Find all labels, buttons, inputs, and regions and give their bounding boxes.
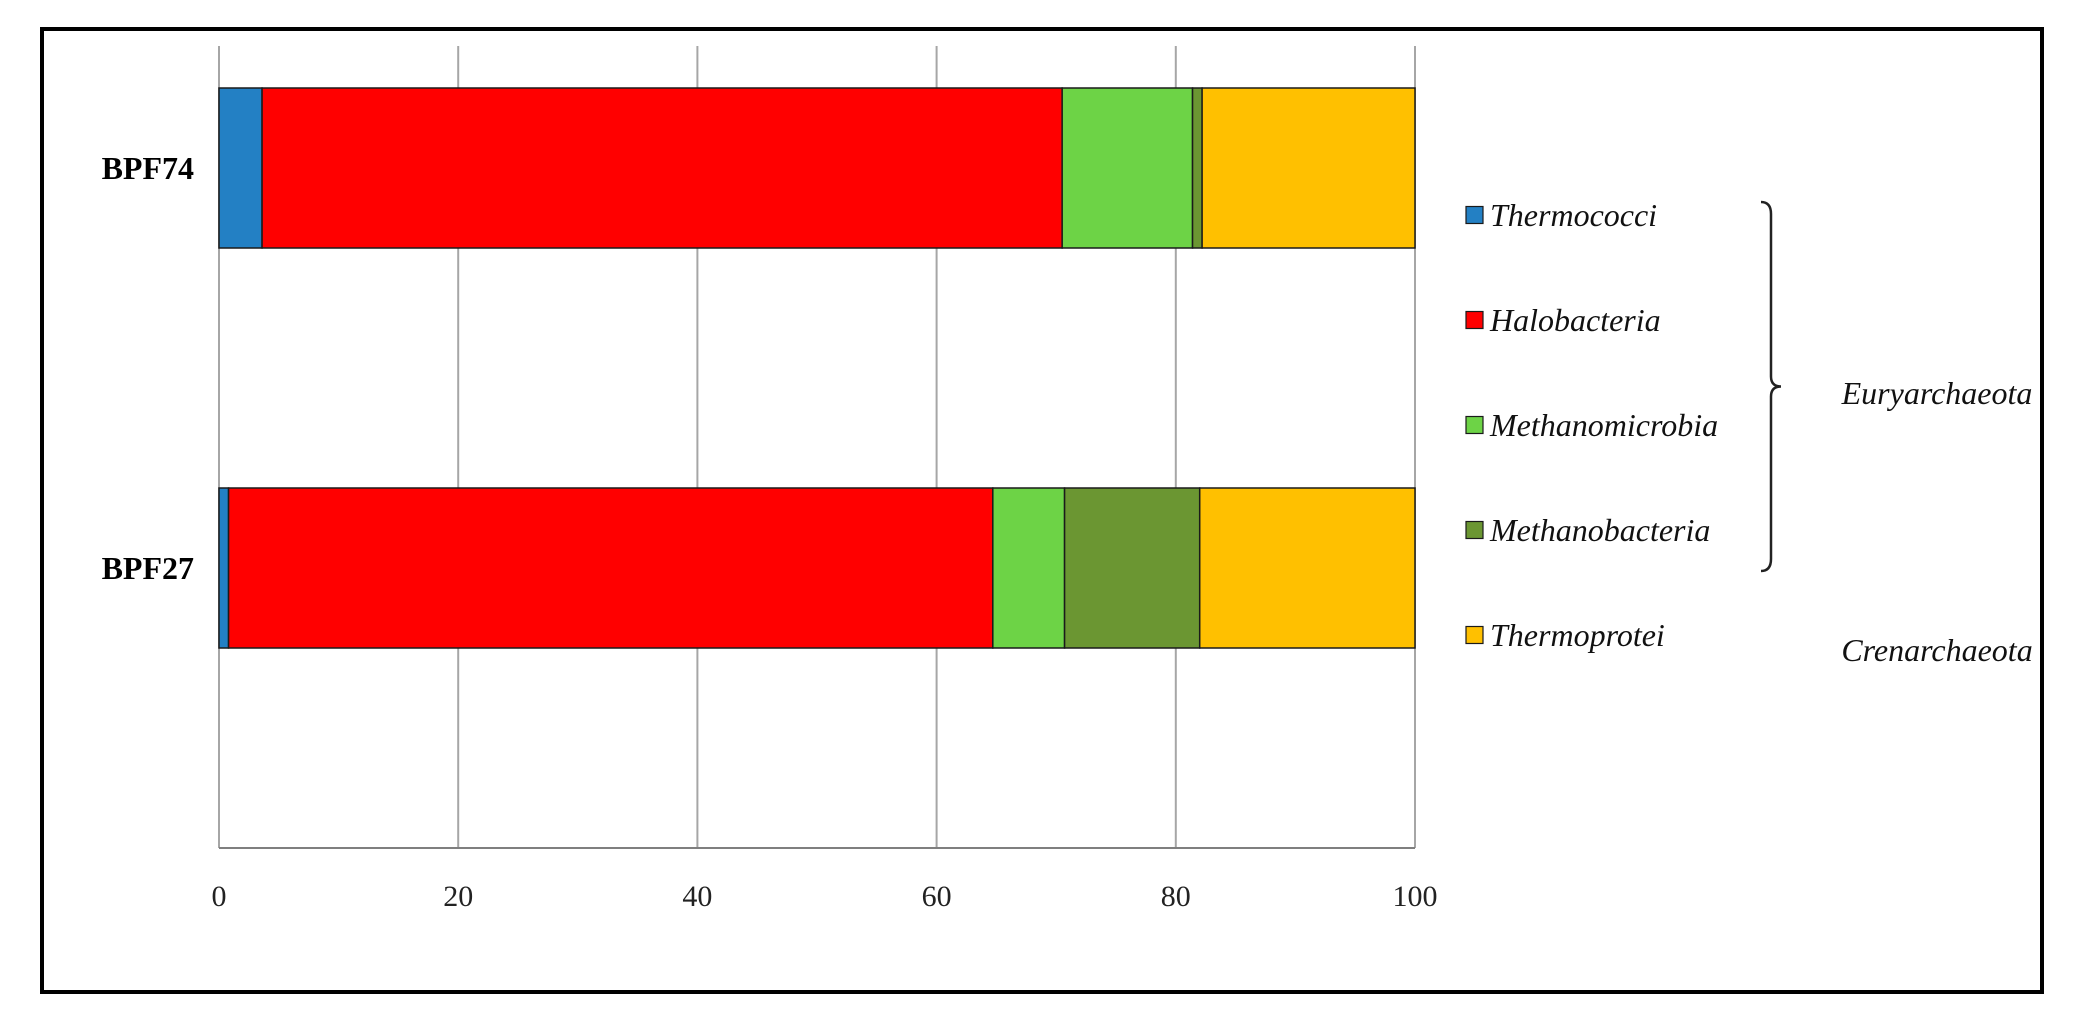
legend-swatch-halobacteria bbox=[1465, 310, 1484, 330]
x-tick-label: 20 bbox=[443, 880, 473, 913]
legend-label-thermoprotei: Thermoprotei bbox=[1490, 617, 1665, 653]
legend-label-methanobacteria: Methanobacteria bbox=[1489, 512, 1710, 548]
bar-bpf27-halobacteria bbox=[227, 487, 994, 649]
group-label-crenarchaeota: Crenarchaeota bbox=[1841, 632, 2032, 668]
bar-bpf74-thermococci bbox=[218, 87, 263, 249]
chart-frame: 0 20 40 60 80 100 BPF74 BPF27 Thermococci Halob… bbox=[40, 27, 2044, 994]
legend: Thermococci Halobacteria Methanomicrobia Me… bbox=[1465, 197, 1718, 653]
legend-swatch-thermoprotei bbox=[1465, 625, 1484, 645]
category-labels: BPF74 BPF27 bbox=[102, 150, 194, 586]
legend-swatch-methanomicrobia bbox=[1465, 415, 1484, 435]
bar-bpf74-methanomicrobia bbox=[1061, 87, 1194, 249]
legend-label-halobacteria: Halobacteria bbox=[1489, 302, 1661, 338]
x-tick-label: 100 bbox=[1393, 880, 1438, 913]
legend-label-thermococci: Thermococci bbox=[1490, 197, 1657, 233]
bar-bpf27-methanobacteria bbox=[1063, 487, 1201, 649]
x-tick-label: 80 bbox=[1161, 880, 1191, 913]
x-axis: 0 20 40 60 80 100 bbox=[212, 847, 1438, 913]
bars bbox=[218, 87, 1416, 649]
bar-bpf27-thermoprotei bbox=[1198, 487, 1416, 649]
stacked-bar-chart: 0 20 40 60 80 100 BPF74 BPF27 Thermococci Halob… bbox=[102, 46, 2033, 913]
bar-bpf74-halobacteria bbox=[261, 87, 1063, 249]
x-tick-label: 40 bbox=[682, 880, 712, 913]
bar-bpf27-methanomicrobia bbox=[992, 487, 1066, 649]
category-label-bpf74: BPF74 bbox=[102, 150, 194, 186]
euryarchaeota-bracket bbox=[1760, 200, 1782, 573]
category-label-bpf27: BPF27 bbox=[102, 550, 194, 586]
legend-swatch-methanobacteria bbox=[1465, 520, 1484, 540]
legend-label-methanomicrobia: Methanomicrobia bbox=[1489, 407, 1718, 443]
phylum-groups: Euryarchaeota Crenarchaeota bbox=[1760, 200, 2033, 668]
bar-bpf74-thermoprotei bbox=[1201, 87, 1416, 249]
legend-swatch-thermococci bbox=[1465, 205, 1484, 225]
x-tick-label: 0 bbox=[212, 880, 227, 913]
bar-bpf74-methanobacteria bbox=[1191, 87, 1203, 249]
group-label-euryarchaeota: Euryarchaeota bbox=[1841, 375, 2033, 411]
x-tick-label: 60 bbox=[922, 880, 952, 913]
bar-bpf27-thermococci bbox=[218, 487, 230, 649]
